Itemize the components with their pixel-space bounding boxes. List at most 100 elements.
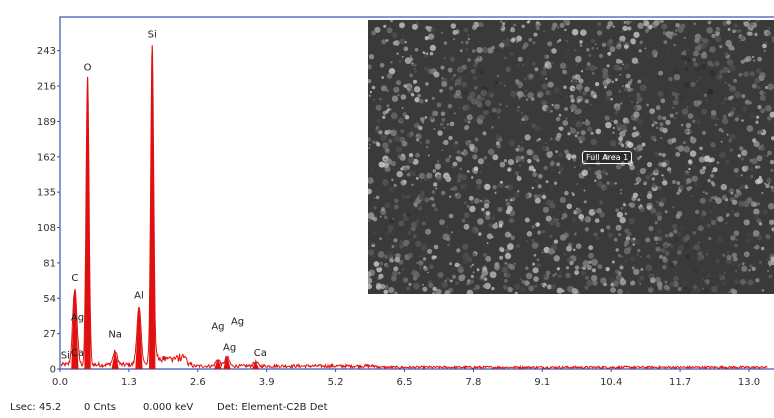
sem-grain <box>427 248 433 254</box>
sem-grain <box>389 108 392 111</box>
sem-grain <box>711 182 716 187</box>
status-energy: 0.000 keV <box>143 402 194 413</box>
sem-grain <box>734 117 739 122</box>
sem-grain <box>580 164 582 167</box>
sem-grain <box>722 20 728 26</box>
sem-grain <box>619 265 624 270</box>
sem-grain <box>402 277 409 283</box>
sem-grain <box>565 117 568 121</box>
sem-grain <box>675 29 678 32</box>
sem-grain <box>440 65 445 70</box>
sem-grain <box>453 74 456 77</box>
sem-grain <box>474 284 480 290</box>
sem-grain <box>575 55 582 63</box>
sem-grain <box>545 77 548 80</box>
sem-grain <box>552 22 558 28</box>
sem-grain <box>466 281 470 286</box>
sem-grain <box>403 84 408 88</box>
sem-grain <box>520 111 524 115</box>
sem-grain <box>613 64 620 71</box>
sem-grain <box>379 215 382 218</box>
sem-grain <box>719 278 722 280</box>
sem-grain <box>550 160 555 165</box>
sem-grain <box>663 249 667 252</box>
sem-grain <box>687 266 693 272</box>
sem-grain <box>658 70 664 76</box>
sem-grain <box>756 234 763 241</box>
sem-grain <box>637 198 641 202</box>
sem-grain <box>423 51 426 55</box>
sem-grain <box>415 152 420 158</box>
sem-grain <box>722 66 729 73</box>
sem-grain <box>605 172 608 175</box>
sem-grain <box>625 119 630 124</box>
sem-grain <box>610 119 614 123</box>
sem-grain <box>466 170 470 173</box>
sem-grain <box>472 118 477 123</box>
sem-grain <box>618 66 623 71</box>
sem-grain <box>559 22 565 28</box>
peak-al <box>135 310 143 369</box>
sem-grain <box>710 110 717 116</box>
sem-grain <box>765 105 772 112</box>
sem-grain <box>660 197 667 204</box>
peak-label-ag: Ag <box>71 313 84 324</box>
peak-label-si: Si <box>148 30 157 41</box>
sem-grain <box>491 216 496 221</box>
sem-grain <box>524 134 531 141</box>
sem-grain <box>615 122 622 129</box>
sem-grain <box>454 29 460 35</box>
sem-grain <box>491 107 497 113</box>
sem-grain <box>553 87 560 94</box>
sem-grain <box>683 223 687 227</box>
sem-grain <box>628 94 631 97</box>
sem-grain <box>373 99 375 101</box>
sem-grain <box>623 235 625 238</box>
sem-grain <box>685 242 691 248</box>
sem-grain <box>532 154 539 161</box>
sem-grain <box>495 207 498 209</box>
sem-grain <box>620 124 627 131</box>
sem-grain <box>650 207 657 214</box>
sem-grain <box>749 264 753 268</box>
sem-grain <box>450 76 455 81</box>
sem-grain <box>669 33 674 38</box>
sem-grain <box>733 78 738 83</box>
sem-grain <box>757 85 761 90</box>
sem-grain <box>379 261 384 266</box>
sem-grain <box>606 40 613 47</box>
sem-grain <box>497 116 500 119</box>
sem-grain <box>487 148 495 156</box>
sem-grain <box>452 185 458 191</box>
sem-grain <box>656 228 662 235</box>
sem-grain <box>390 20 393 23</box>
sem-grain <box>503 84 506 87</box>
sem-grain <box>763 91 767 95</box>
x-tick-label: 11.7 <box>669 377 691 388</box>
sem-grain <box>663 177 665 180</box>
sem-grain <box>708 198 713 203</box>
sem-grain <box>401 140 408 147</box>
sem-grain <box>495 222 498 225</box>
sem-grain <box>565 153 572 160</box>
peak-label-ca: Ca <box>71 348 84 359</box>
sem-grain <box>473 288 476 291</box>
sem-grain <box>605 266 610 272</box>
sem-grain <box>414 97 420 103</box>
sem-grain <box>446 237 451 242</box>
sem-grain <box>620 206 624 210</box>
sem-grain <box>516 243 521 249</box>
sem-grain <box>574 270 579 275</box>
sem-grain <box>471 263 474 266</box>
sem-grain <box>702 154 705 156</box>
sem-grain <box>391 245 395 248</box>
sem-grain <box>698 121 701 125</box>
sem-grain <box>588 260 592 264</box>
sem-grain <box>469 205 476 213</box>
sem-grain <box>707 178 711 183</box>
sem-grain <box>715 88 721 95</box>
sem-grain <box>411 183 414 186</box>
sem-grain <box>484 211 487 214</box>
sem-grain <box>604 115 610 121</box>
sem-grain <box>630 20 633 23</box>
